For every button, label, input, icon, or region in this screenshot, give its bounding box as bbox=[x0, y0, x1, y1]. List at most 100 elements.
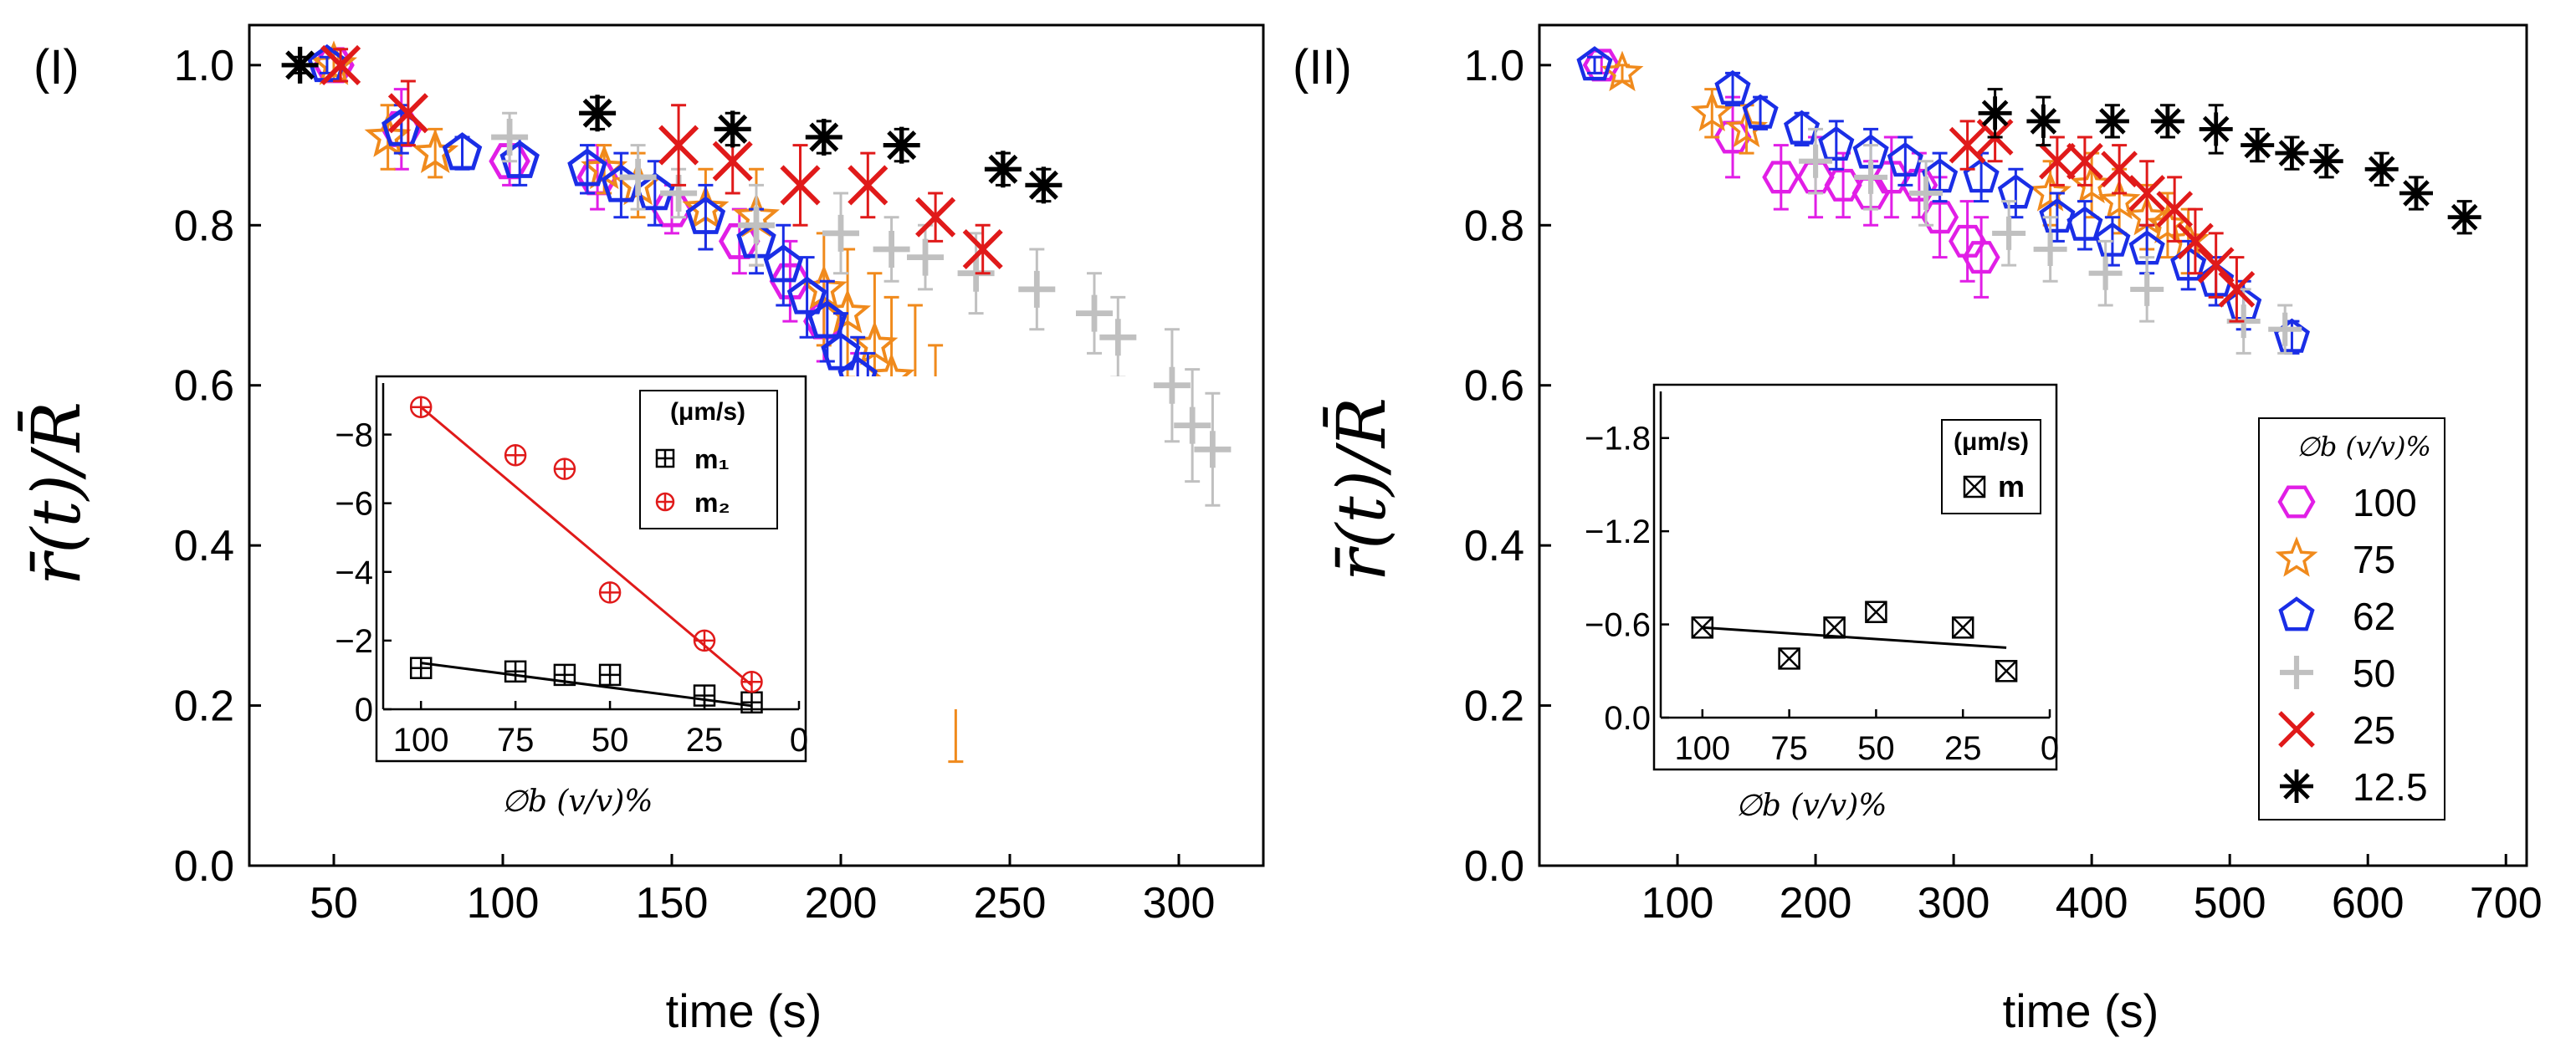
inset-x-tick-label: 25 bbox=[1944, 730, 1982, 767]
data-point bbox=[2364, 152, 2399, 187]
x-tick-label: 500 bbox=[2194, 879, 2266, 928]
series-50 bbox=[1799, 127, 2302, 355]
data-point bbox=[491, 119, 529, 156]
data-point bbox=[1949, 224, 1987, 258]
legend-marker bbox=[655, 492, 675, 512]
y-tick-label: 0.8 bbox=[174, 202, 234, 250]
m-legend-marker bbox=[1963, 475, 1986, 498]
inset-data-point bbox=[740, 670, 763, 693]
data-point bbox=[848, 165, 889, 206]
x-tick-label: 200 bbox=[805, 879, 878, 928]
m1-legend-label: m₁ bbox=[694, 444, 730, 474]
series-25 bbox=[1949, 111, 2256, 323]
data-point bbox=[1887, 141, 1923, 177]
legend-marker bbox=[2278, 596, 2315, 631]
inset-y-tick-label: −6 bbox=[335, 486, 373, 523]
data-point bbox=[907, 238, 944, 276]
inset-data-point bbox=[693, 684, 716, 707]
data-point bbox=[1714, 69, 1751, 105]
inset-data-point bbox=[1823, 616, 1846, 639]
legend-marker bbox=[2277, 485, 2316, 519]
legend-entry-12.5: 12.5 bbox=[2280, 765, 2428, 809]
data-point bbox=[2039, 142, 2076, 180]
x-tick-label: 400 bbox=[2056, 879, 2128, 928]
data-point bbox=[2447, 200, 2481, 234]
data-point bbox=[821, 332, 861, 371]
inset-data-point bbox=[409, 396, 433, 418]
data-point bbox=[2268, 312, 2302, 346]
legend-entry-75: 75 bbox=[2275, 536, 2395, 581]
data-point bbox=[412, 128, 459, 173]
panel-II-ylabel-text: r̄(t)/R̄ bbox=[1322, 397, 1401, 581]
main-legend-title: ∅b (v/v)% bbox=[2297, 431, 2431, 463]
y-tick-label: 0.2 bbox=[1464, 682, 1524, 731]
data-point bbox=[1582, 49, 1621, 82]
inset-x-tick-label: 50 bbox=[1857, 730, 1895, 767]
data-point bbox=[2170, 246, 2207, 281]
m-legend-label: m bbox=[1998, 469, 2025, 504]
data-point bbox=[579, 95, 617, 132]
series-25 bbox=[320, 44, 1003, 275]
panel-II-xlabel: time (s) bbox=[2003, 984, 2159, 1037]
legend-marker bbox=[2280, 769, 2313, 803]
data-point bbox=[387, 93, 428, 134]
data-point bbox=[1153, 366, 1191, 404]
y-tick-label: 0.0 bbox=[174, 842, 234, 891]
x-tick-label: 100 bbox=[1641, 879, 1714, 928]
legend-entry-25: 25 bbox=[2278, 708, 2395, 752]
inset-data-point bbox=[1995, 660, 2018, 682]
data-point bbox=[2033, 233, 2067, 266]
inset-y-tick-label: −4 bbox=[335, 555, 373, 591]
data-point bbox=[780, 165, 821, 206]
data-point bbox=[2275, 136, 2309, 171]
y-tick-label: 0.0 bbox=[1464, 842, 1524, 891]
main-legend-entries: 100 75 62 50 25 12.5 bbox=[2275, 481, 2428, 809]
data-point bbox=[685, 196, 726, 234]
inset-y-tick-label: −0.6 bbox=[1585, 607, 1651, 644]
panel-II-label: (II) bbox=[1293, 40, 1352, 95]
data-point bbox=[2088, 256, 2123, 290]
y-tick-label: 0.2 bbox=[174, 682, 234, 731]
data-point bbox=[1992, 216, 2026, 250]
data-point bbox=[2039, 197, 2076, 233]
x-tick-label: 700 bbox=[2470, 879, 2543, 928]
inset-y-tick-label: 0.0 bbox=[1604, 700, 1651, 737]
data-point bbox=[1742, 94, 1779, 129]
inset-x-tick-label: 50 bbox=[592, 722, 629, 759]
data-point bbox=[714, 110, 751, 148]
x-tick-label: 300 bbox=[1918, 879, 1990, 928]
inset-series-m bbox=[1691, 601, 2018, 682]
m2-legend-label: m₂ bbox=[694, 488, 730, 518]
panel-I-inset-xlabel: ∅b (v/v)% bbox=[502, 785, 653, 819]
inset-x-tick-label: 75 bbox=[497, 722, 535, 759]
data-point bbox=[786, 276, 827, 314]
x-tick-label: 300 bbox=[1143, 879, 1216, 928]
data-point bbox=[2146, 202, 2189, 243]
data-point bbox=[2130, 272, 2164, 306]
data-point bbox=[2128, 175, 2166, 212]
y-tick-label: 1.0 bbox=[174, 42, 234, 90]
data-point bbox=[567, 148, 607, 187]
x-tick-label: 200 bbox=[1780, 879, 1852, 928]
inset-data-point bbox=[553, 458, 576, 480]
series-12.5 bbox=[1978, 88, 2481, 235]
legend-marker bbox=[2280, 656, 2313, 689]
inset-x-tick-label: 100 bbox=[1674, 730, 1730, 767]
data-point bbox=[1099, 319, 1137, 356]
data-point bbox=[619, 158, 657, 196]
plot-frame bbox=[1538, 23, 2528, 867]
data-point bbox=[658, 125, 699, 166]
inset-data-point bbox=[598, 581, 622, 604]
inset-y-tick-label: −8 bbox=[335, 417, 373, 454]
inset-series-m2 bbox=[409, 396, 763, 693]
data-point bbox=[962, 228, 1003, 270]
data-point bbox=[442, 132, 483, 171]
series-62 bbox=[1576, 46, 2310, 355]
data-point bbox=[1824, 168, 1862, 202]
data-point bbox=[2241, 128, 2275, 162]
data-point bbox=[2097, 178, 2141, 220]
data-point bbox=[2094, 222, 2131, 257]
series-12.5 bbox=[281, 46, 1063, 204]
